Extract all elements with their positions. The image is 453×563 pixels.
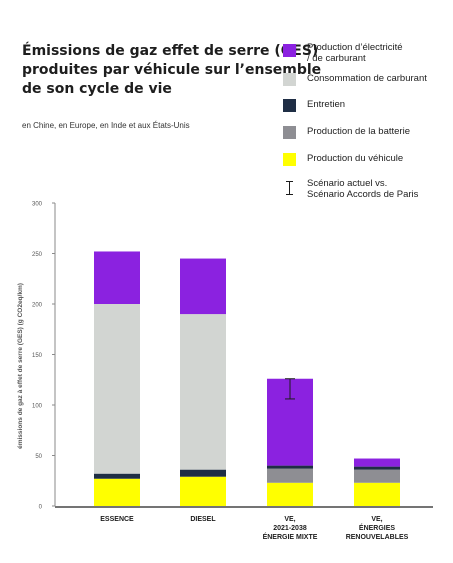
bar-segment bbox=[267, 465, 313, 469]
x-tick-label: ESSENCE bbox=[100, 516, 134, 523]
legend-label-line: Production d’électricité bbox=[307, 42, 403, 53]
legend-swatch bbox=[283, 44, 296, 57]
y-tick-label: 200 bbox=[32, 303, 43, 309]
error-bar-icon bbox=[286, 181, 293, 195]
y-tick-label: 250 bbox=[32, 252, 43, 258]
legend-item-scenario: Scénario actuel vs. Scénario Accords de … bbox=[283, 178, 453, 208]
y-tick-label: 300 bbox=[32, 202, 43, 208]
bar-segment bbox=[267, 482, 313, 506]
legend-label-line: / de carburant bbox=[307, 53, 366, 64]
chart-title-line: de son cycle de vie bbox=[22, 81, 172, 97]
y-tick-label: 150 bbox=[32, 353, 43, 359]
legend-item-consommation: Consommation de carburant bbox=[283, 72, 453, 102]
y-axis-label: émissions de gaz à effet de serre (GES) … bbox=[17, 283, 24, 449]
bar-segment bbox=[354, 482, 400, 506]
chart-title-line: Émissions de gaz effet de serre (GES) bbox=[22, 43, 319, 59]
legend-item-electricite: Production d’électricité / de carburant bbox=[283, 42, 453, 72]
legend-label: Scénario actuel vs. Scénario Accords de … bbox=[307, 178, 418, 200]
x-tick-label: ÉNERGIE MIXTE bbox=[263, 532, 318, 541]
bar-segment bbox=[94, 473, 140, 479]
y-tick-label: 0 bbox=[39, 505, 43, 511]
bar-segment bbox=[180, 314, 226, 470]
bar-segment bbox=[267, 468, 313, 483]
x-tick-label: 2021-2038 bbox=[273, 525, 307, 532]
legend-swatch bbox=[283, 99, 296, 112]
chart-title-line: produites par véhicule sur l’ensemble bbox=[22, 62, 322, 78]
legend-item-entretien: Entretien bbox=[283, 98, 453, 128]
y-tick-label: 100 bbox=[32, 404, 43, 410]
x-tick-label: DIESEL bbox=[190, 516, 216, 523]
x-tick-label: RENOUVELABLES bbox=[346, 534, 409, 541]
bar-segment bbox=[354, 466, 400, 470]
legend-label: Consommation de carburant bbox=[307, 73, 427, 84]
x-tick-label: ÉNERGIES bbox=[359, 523, 396, 532]
bar-segment bbox=[180, 476, 226, 506]
x-tick-label: VE, bbox=[371, 516, 382, 523]
bar-segment bbox=[354, 458, 400, 467]
legend-swatch bbox=[283, 153, 296, 166]
chart-subtitle: en Chine, en Europe, en Inde et aux État… bbox=[22, 121, 190, 130]
legend-label: Production d’électricité / de carburant bbox=[307, 42, 403, 64]
legend-label: Entretien bbox=[307, 99, 346, 110]
bar-segment bbox=[354, 469, 400, 483]
legend-label-line: Scénario Accords de Paris bbox=[307, 189, 419, 200]
legend-swatch bbox=[283, 73, 296, 86]
y-tick-label: 50 bbox=[35, 454, 42, 460]
chart-title: Émissions de gaz effet de serre (GES) pr… bbox=[22, 42, 322, 99]
bar-segment bbox=[94, 478, 140, 506]
x-tick-label: VE, bbox=[284, 516, 295, 523]
legend-item-vehicule: Production du véhicule bbox=[283, 152, 453, 182]
legend-label: Production du véhicule bbox=[307, 153, 404, 164]
legend-swatch bbox=[283, 126, 296, 139]
bar-segment bbox=[94, 304, 140, 474]
legend-label-line: Scénario actuel vs. bbox=[307, 178, 388, 189]
legend-item-batterie: Production de la batterie bbox=[283, 125, 453, 155]
bar-segment bbox=[94, 251, 140, 304]
bar-segment bbox=[180, 469, 226, 477]
bar-segment bbox=[180, 258, 226, 315]
legend-label: Production de la batterie bbox=[307, 126, 410, 137]
